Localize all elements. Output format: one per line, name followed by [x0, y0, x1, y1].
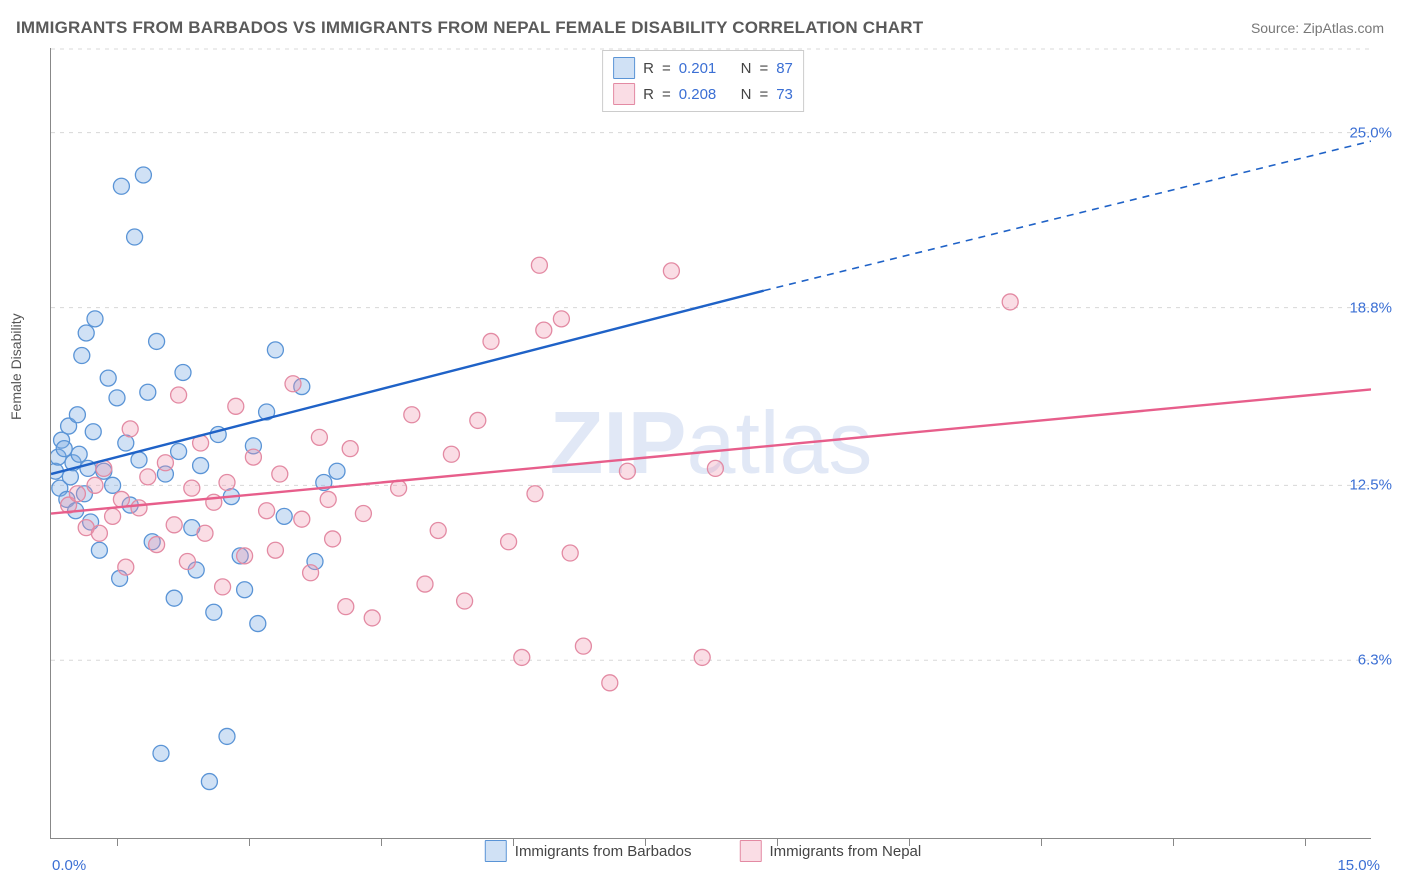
source-label: Source: ZipAtlas.com — [1251, 20, 1384, 36]
swatch-icon — [485, 840, 507, 862]
y-tick-label: 25.0% — [1349, 124, 1392, 141]
y-tick-label: 18.8% — [1349, 299, 1392, 316]
legend-series-item: Immigrants from Barbados — [485, 840, 692, 862]
scatter-svg — [51, 48, 1371, 838]
legend-series-item: Immigrants from Nepal — [740, 840, 922, 862]
x-tick-mark — [1173, 838, 1174, 846]
x-tick-mark — [117, 838, 118, 846]
x-tick-mark — [381, 838, 382, 846]
chart-plot-area: ZIPatlas — [50, 48, 1371, 839]
swatch-icon — [740, 840, 762, 862]
y-axis-label: Female Disability — [8, 313, 24, 420]
swatch-icon — [613, 57, 635, 79]
x-tick-mark — [249, 838, 250, 846]
legend-stats: R=0.201 N=87R=0.208 N=73 — [602, 50, 804, 112]
y-tick-label: 12.5% — [1349, 477, 1392, 494]
swatch-icon — [613, 83, 635, 105]
x-tick-left: 0.0% — [52, 857, 86, 874]
legend-stat-row: R=0.208 N=73 — [613, 81, 793, 107]
legend-stat-row: R=0.201 N=87 — [613, 55, 793, 81]
chart-title: IMMIGRANTS FROM BARBADOS VS IMMIGRANTS F… — [16, 18, 923, 38]
x-tick-mark — [1041, 838, 1042, 846]
legend-series: Immigrants from Barbados Immigrants from … — [485, 840, 921, 862]
x-tick-right: 15.0% — [1337, 857, 1380, 874]
x-tick-mark — [1305, 838, 1306, 846]
y-tick-label: 6.3% — [1358, 652, 1392, 669]
